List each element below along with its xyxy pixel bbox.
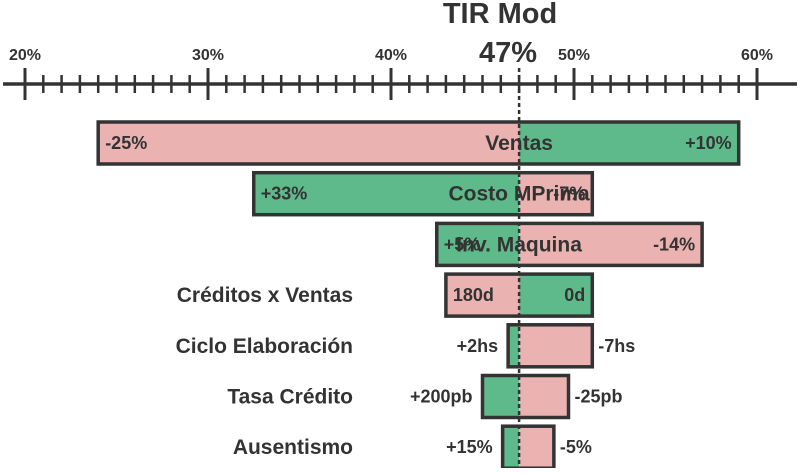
bar-right-segment: [519, 376, 568, 418]
bar-left-segment: [98, 122, 519, 164]
x-axis: 20% 30% 40% 50% 60%: [3, 47, 797, 100]
bar-row: +2hs -7hs Ciclo Elaboración: [176, 325, 636, 367]
bar-right-label: -7hs: [598, 336, 635, 356]
chart-title: TIR Mod: [443, 0, 557, 30]
bars: -25% +10% Ventas +33% -7%Costo MPrima +5% -14%…: [98, 122, 739, 468]
bar-row: 180d 0d Créditos x Ventas: [177, 274, 593, 316]
bar-left-label: -25%: [105, 133, 147, 153]
bar-right-label: -5%: [560, 437, 592, 457]
bar-left-label: +15%: [446, 437, 493, 457]
tick-label: 50%: [558, 47, 590, 64]
bar-row: +33% -7%Costo MPrima: [254, 173, 593, 215]
bar-right-segment: [519, 426, 554, 468]
tick-label: 30%: [192, 47, 224, 64]
bar-category-label: Ventas: [485, 132, 553, 155]
bar-left-label: 180d: [453, 285, 494, 305]
bar-category-label: Ciclo Elaboración: [176, 335, 353, 358]
bar-left-label: +200pb: [410, 387, 473, 407]
bar-row: +200pb -25pb Tasa Crédito: [227, 376, 622, 418]
bar-left-label: +2hs: [457, 336, 499, 356]
bar-right-label: -14%: [653, 234, 695, 254]
bar-category-label: Créditos x Ventas: [177, 284, 353, 307]
bar-left-segment: [503, 426, 519, 468]
bar-row: -25% +10% Ventas: [98, 122, 739, 164]
bar-row: +5% -14%Inv. Maquina: [437, 223, 702, 265]
bar-right-label: +10%: [685, 133, 732, 153]
tick-label: 60%: [741, 47, 773, 64]
bar-right-label: -25pb: [575, 387, 623, 407]
tick-label: 20%: [9, 47, 41, 64]
bar-right-label: 0d: [564, 285, 585, 305]
tick-label: 40%: [375, 47, 407, 64]
base-value-label: 47%: [479, 37, 537, 69]
bar-category-label: Ausentismo: [233, 436, 353, 459]
bar-left-label: +33%: [261, 184, 308, 204]
bar-left-segment: [483, 376, 520, 418]
bar-category-label: Tasa Crédito: [227, 386, 353, 409]
bar-right-segment: [519, 325, 592, 367]
bar-row: +15% -5% Ausentismo: [233, 426, 592, 468]
